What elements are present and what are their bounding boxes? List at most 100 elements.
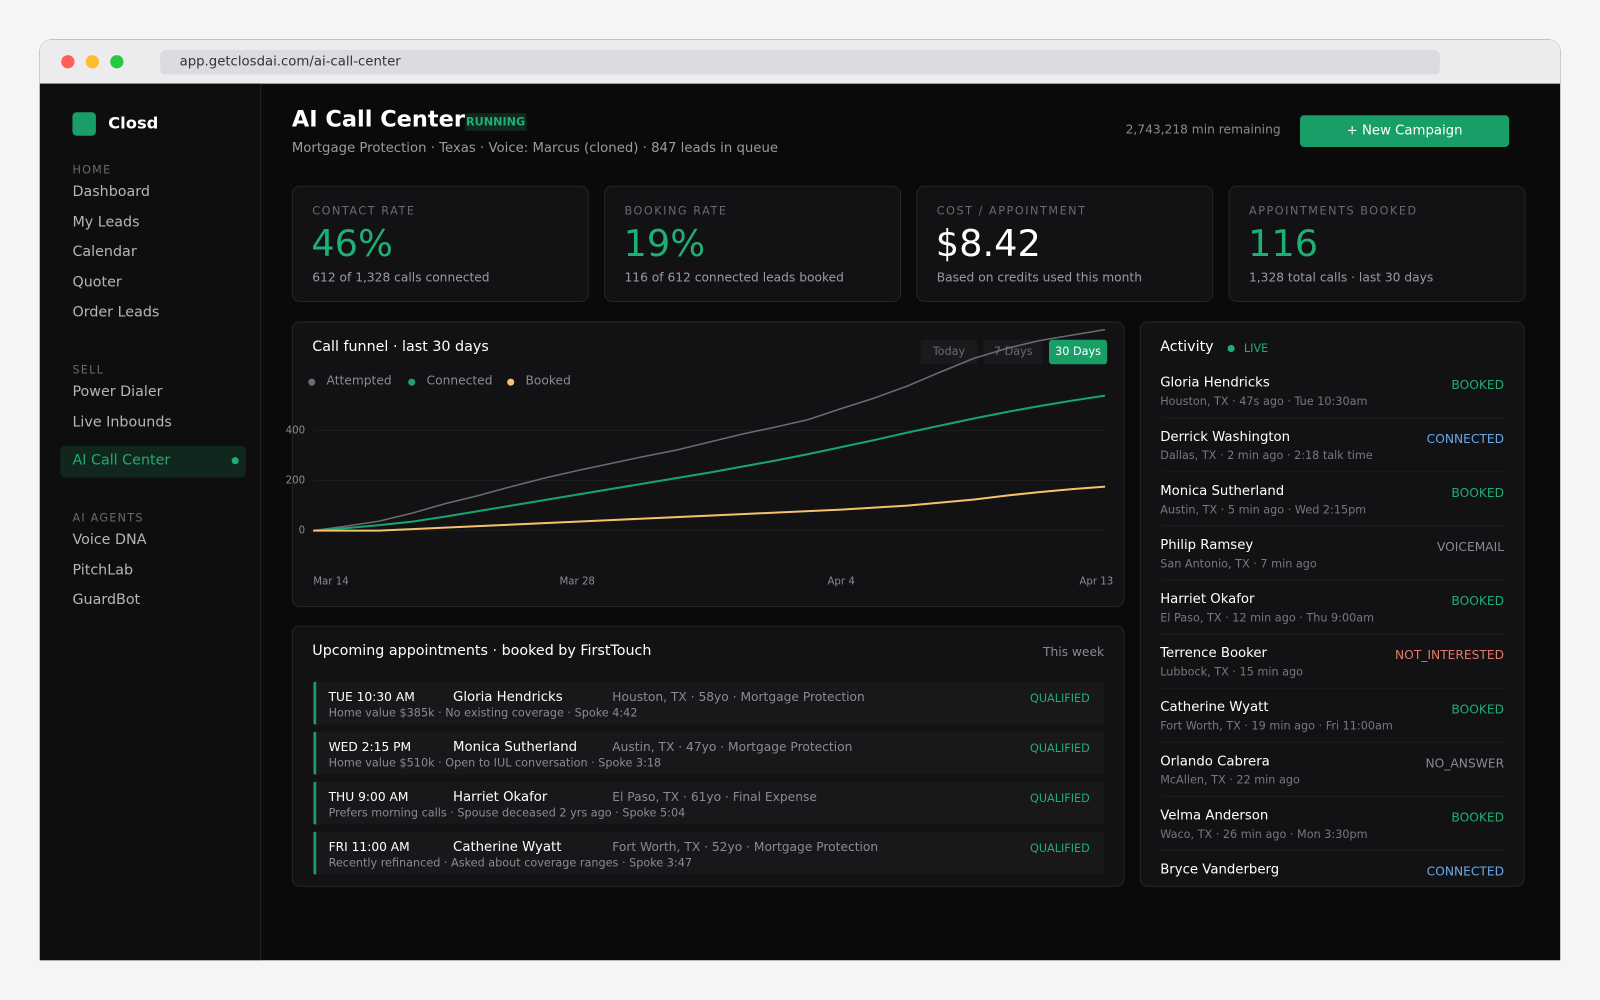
y-tick-label: 400 <box>286 426 305 437</box>
range-button[interactable]: 30 Days <box>1048 339 1108 365</box>
appointments-panel: Upcoming appointments · booked by FirstT… <box>291 625 1125 887</box>
appointment-name: Harriet Okafor <box>453 789 548 806</box>
stat-value: 116 <box>1247 223 1319 266</box>
appointment-row[interactable]: THU 9:00 AM Harriet Okafor El Paso, TX · 6… <box>313 781 1105 825</box>
address-bar[interactable]: app.getclosdai.com/ai-call-center <box>160 49 1440 75</box>
browser-window: app.getclosdai.com/ai-call-center Closd … <box>39 39 1561 961</box>
appointment-row[interactable]: WED 2:15 PM Monica Sutherland Austin, TX ·… <box>313 731 1105 775</box>
appointment-name: Monica Sutherland <box>453 739 578 756</box>
appointments-title: Upcoming appointments · booked by FirstT… <box>312 642 652 660</box>
activity-status: BOOKED <box>1451 810 1505 825</box>
nav-item[interactable]: Live Inbounds <box>72 413 172 431</box>
appointments-period[interactable]: This week <box>1042 644 1105 660</box>
credits: 2,743,218 min remaining <box>1125 122 1281 137</box>
activity-status: BOOKED <box>1451 702 1505 717</box>
stat-card: CONTACT RATE 46% 612 of 1,328 calls connec… <box>291 185 589 303</box>
stat-note: Based on credits used this month <box>936 270 1142 285</box>
y-tick-label: 200 <box>286 476 305 487</box>
nav-item[interactable]: Quoter <box>72 273 122 291</box>
appointment-location: El Paso, TX · 61yo · Final Expense <box>612 789 817 805</box>
chart-panel: Call funnel · last 30 days Today 7 Days 30… <box>286 321 1125 608</box>
new-campaign-button[interactable]: + New Campaign <box>1299 115 1510 147</box>
activity-details: Lubbock, TX · 15 min ago <box>1160 665 1304 679</box>
activity-details: Austin, TX · 5 min ago · Wed 2:15pm <box>1160 503 1367 517</box>
series-line <box>313 328 1106 532</box>
stat-label: APPOINTMENTS BOOKED <box>1248 204 1418 218</box>
separator <box>1161 795 1506 797</box>
nav-item[interactable]: My Leads <box>72 213 140 231</box>
activity-details: Waco, TX · 26 min ago · Mon 3:30pm <box>1160 827 1368 841</box>
appointment-location: Fort Worth, TX · 52yo · Mortgage Protect… <box>612 839 879 855</box>
appointment-time: WED 2:15 PM <box>328 739 412 755</box>
activity-status: NO_ANSWER <box>1425 756 1505 771</box>
legend-dot <box>507 378 515 386</box>
legend-label: Booked <box>525 373 571 388</box>
appointment-location: Austin, TX · 47yo · Mortgage Protection <box>612 739 853 755</box>
nav-item[interactable]: Power Dialer <box>72 383 163 400</box>
separator <box>1161 417 1506 419</box>
nav-item[interactable]: AI Call Center <box>72 452 171 469</box>
brand[interactable]: Closd <box>108 113 159 133</box>
activity-name: Harriet Okafor <box>1160 591 1255 608</box>
activity-details: El Paso, TX · 12 min ago · Thu 9:00am <box>1160 611 1375 625</box>
stat-card: COST / APPOINTMENT $8.42 Based on credits … <box>916 185 1214 303</box>
nav-item[interactable]: Calendar <box>72 243 137 261</box>
series-line <box>313 485 1106 532</box>
activity-details: Fort Worth, TX · 19 min ago · Fri 11:00a… <box>1160 719 1393 733</box>
stat-note: 612 of 1,328 calls connected <box>312 270 490 285</box>
appointment-notes: Home value $385k · No existing coverage … <box>328 706 638 720</box>
stat-value: 19% <box>623 223 706 266</box>
activity-name: Terrence Booker <box>1160 645 1267 662</box>
chart-title: Call funnel · last 30 days <box>312 338 489 356</box>
stat-label: BOOKING RATE <box>624 204 728 218</box>
activity-details: McAllen, TX · 22 min ago <box>1160 773 1300 787</box>
stat-value: 46% <box>311 223 393 266</box>
activity-status: NOT_INTERESTED <box>1395 647 1505 663</box>
range-button[interactable]: 7 Days <box>983 339 1043 365</box>
appointment-notes: Home value $510k · Open to IUL conversat… <box>328 756 662 770</box>
activity-name: Derrick Washington <box>1160 429 1291 445</box>
section-label: AI AGENTS <box>72 511 144 525</box>
maximize-button[interactable] <box>110 55 124 69</box>
stat-card: BOOKING RATE 19% 116 of 612 connected lead… <box>604 185 902 303</box>
y-tick-label: 0 <box>299 526 305 537</box>
nav-item[interactable]: Dashboard <box>72 183 150 200</box>
legend-dot <box>308 378 316 386</box>
active-highlight <box>60 445 246 478</box>
close-button[interactable] <box>61 55 75 69</box>
separator <box>1161 741 1506 743</box>
activity-name: Philip Ramsey <box>1160 537 1254 554</box>
appointment-row[interactable]: FRI 11:00 AM Catherine Wyatt Fort Worth, T… <box>313 831 1105 875</box>
appointment-location: Houston, TX · 58yo · Mortgage Protection <box>612 689 865 705</box>
stat-card: APPOINTMENTS BOOKED 116 1,328 total calls … <box>1228 185 1526 303</box>
activity-status: BOOKED <box>1451 485 1505 500</box>
legend-label: Connected <box>426 373 493 388</box>
activity-details: San Antonio, TX · 7 min ago <box>1160 557 1317 571</box>
activity-status: CONNECTED <box>1426 431 1505 446</box>
activity-name: Orlando Cabrera <box>1160 754 1270 770</box>
activity-details: Houston, TX · 47s ago · Tue 10:30am <box>1160 394 1368 409</box>
series-line <box>313 394 1106 532</box>
x-tick-label: Apr 13 <box>1079 577 1113 588</box>
appointment-status: QUALIFIED <box>1029 741 1090 756</box>
nav-item[interactable]: Voice DNA <box>72 531 147 548</box>
appointment-row[interactable]: TUE 10:30 AM Gloria Hendricks Houston, TX … <box>313 681 1105 725</box>
live-dot <box>1227 344 1235 353</box>
active-dot <box>231 457 239 465</box>
separator <box>1161 471 1506 473</box>
appointment-status: QUALIFIED <box>1029 791 1090 806</box>
live-label: LIVE <box>1243 341 1269 356</box>
legend-label: Attempted <box>326 373 392 388</box>
separator <box>1161 633 1506 635</box>
separator <box>1161 525 1506 527</box>
section-label: HOME <box>72 163 112 177</box>
nav-item[interactable]: GuardBot <box>72 591 141 609</box>
title-bar: app.getclosdai.com/ai-call-center <box>39 39 1561 84</box>
separator <box>1161 687 1506 689</box>
appointment-notes: Recently refinanced · Asked about covera… <box>328 856 692 870</box>
nav-item[interactable]: Order Leads <box>72 304 160 321</box>
minimize-button[interactable] <box>85 55 99 69</box>
nav-item[interactable]: PitchLab <box>72 561 134 579</box>
